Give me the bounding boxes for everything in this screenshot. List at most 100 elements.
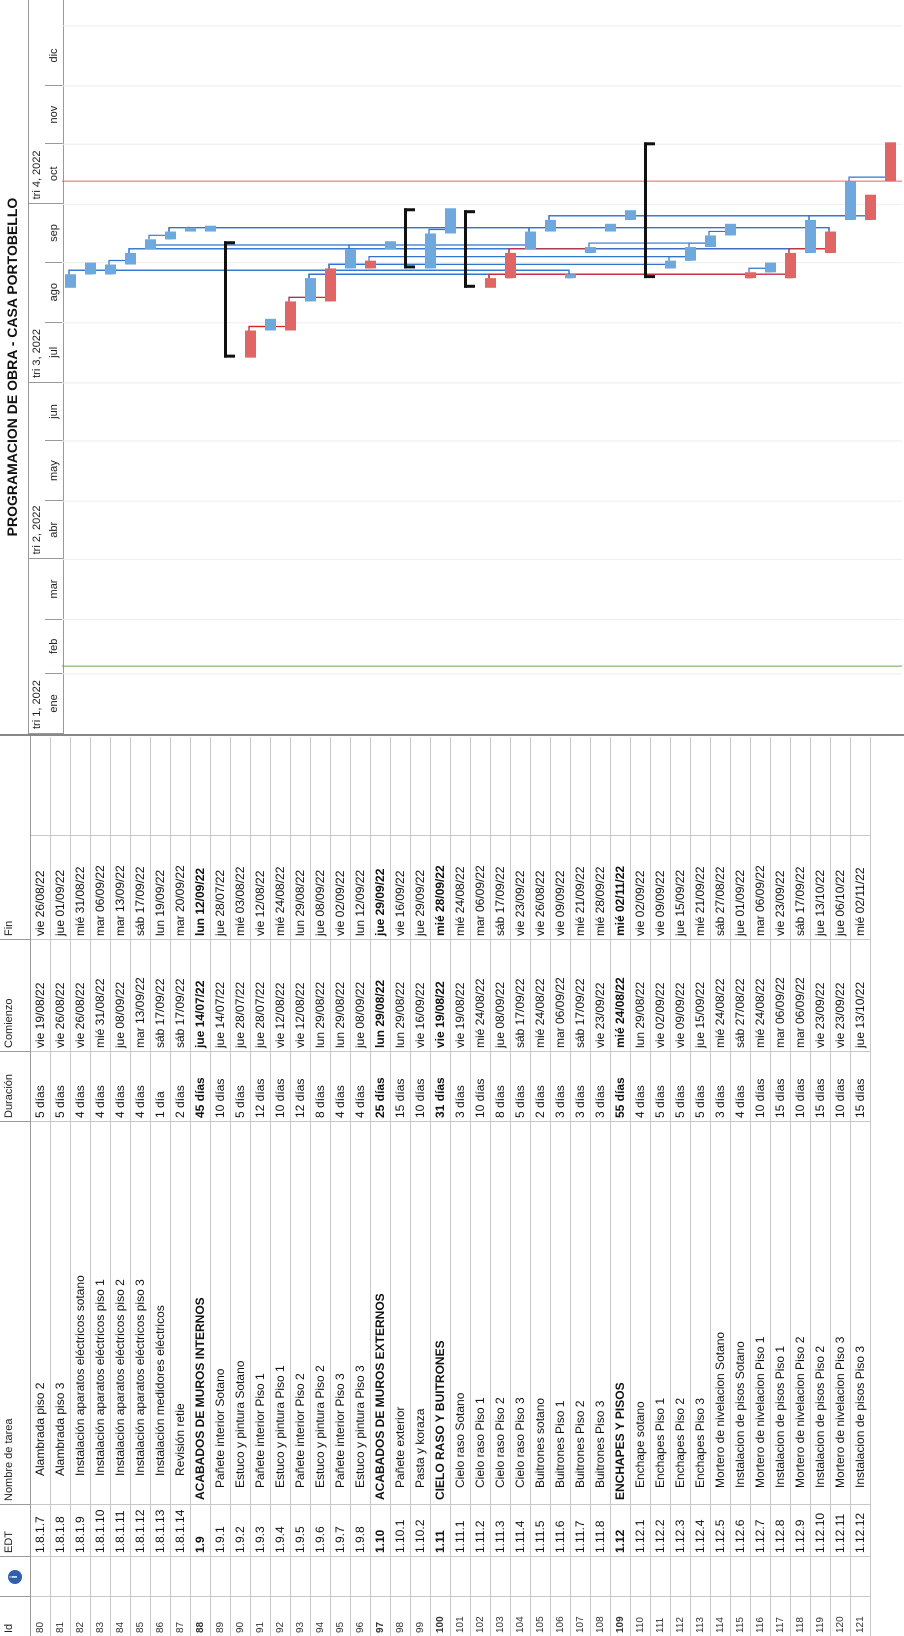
table-row[interactable]: 119 1.12.10 Instalacion de pisos Piso 2 15 … bbox=[811, 737, 831, 1636]
table-row[interactable]: 100 1.11 CIELO RASO Y BUITRONES 31 días vie … bbox=[431, 737, 451, 1636]
critical-task-bar bbox=[325, 268, 336, 302]
cell-end: sáb 17/09/22 bbox=[131, 835, 150, 939]
column-header-edt[interactable]: EDT bbox=[0, 1504, 31, 1556]
summary-bar-end bbox=[224, 241, 235, 245]
cell-end: sáb 17/09/22 bbox=[791, 835, 810, 939]
column-header-end[interactable]: Fin bbox=[0, 735, 31, 939]
table-row[interactable]: 88 1.9 ACABADOS DE MUROS INTERNOS 45 días ju… bbox=[191, 737, 211, 1636]
cell-start: jue 08/09/22 bbox=[111, 939, 130, 1051]
table-row[interactable]: 89 1.9.1 Pañete interior Sotano 10 días jue … bbox=[211, 737, 231, 1636]
table-row[interactable]: 105 1.11.5 Buitrones sotano 2 días mié 24/08… bbox=[531, 737, 551, 1636]
summary-bar bbox=[644, 142, 647, 279]
table-row[interactable]: 98 1.10.1 Pañete exterior 15 días lun 29/08/… bbox=[391, 737, 411, 1636]
cell-id: 121 bbox=[851, 1596, 870, 1636]
table-row[interactable]: 102 1.11.2 Cielo raso Piso 1 10 días mié 24/… bbox=[471, 737, 491, 1636]
task-bar bbox=[585, 247, 596, 253]
cell-name: Instalación aparatos eléctricos piso 2 bbox=[111, 1121, 130, 1504]
cell-name: Pasta y koraza bbox=[411, 1121, 430, 1504]
cell-id: 99 bbox=[411, 1596, 430, 1636]
cell-id: 90 bbox=[231, 1596, 250, 1636]
cell-start: jue 08/09/22 bbox=[491, 939, 510, 1051]
table-row[interactable]: 93 1.9.5 Pañete interior Piso 2 12 días vie … bbox=[291, 737, 311, 1636]
table-row[interactable]: 115 1.12.6 Instalacion de pisos Sotano 4 dí… bbox=[731, 737, 751, 1636]
cell-end: vie 23/09/22 bbox=[511, 835, 530, 939]
cell-name: Mortero de nivelacion Piso 2 bbox=[791, 1121, 810, 1504]
cell-ind bbox=[251, 1556, 270, 1596]
table-row[interactable]: 82 1.8.1.9 Instalación aparatos eléctricos… bbox=[71, 737, 91, 1636]
table-row[interactable]: 118 1.12.9 Mortero de nivelacion Piso 2 10 … bbox=[791, 737, 811, 1636]
cell-edt: 1.11.2 bbox=[471, 1504, 490, 1556]
column-header-start[interactable]: Comienzo bbox=[0, 939, 31, 1051]
task-bar bbox=[345, 248, 356, 269]
table-row[interactable]: 91 1.9.3 Pañete interior Piso 1 12 días jue … bbox=[251, 737, 271, 1636]
table-row[interactable]: 90 1.9.2 Estuco y pintura Sotano 5 días jue … bbox=[231, 737, 251, 1636]
table-row[interactable]: 114 1.12.5 Mortero de nivelacion Sotano 3 d… bbox=[711, 737, 731, 1636]
table-row[interactable]: 87 1.8.1.14 Revisión retie 2 días sáb 17/09/… bbox=[171, 737, 191, 1636]
task-bar bbox=[685, 247, 696, 261]
cell-id: 112 bbox=[671, 1596, 690, 1636]
cell-id: 110 bbox=[631, 1596, 650, 1636]
cell-name: Alambrada piso 2 bbox=[31, 1121, 50, 1504]
table-row[interactable]: 85 1.8.1.12 Instalación aparatos eléctrico… bbox=[131, 737, 151, 1636]
table-row[interactable]: 101 1.11.1 Cielo raso Sotano 3 días vie 19/0… bbox=[451, 737, 471, 1636]
task-bar bbox=[305, 278, 316, 302]
column-header-id[interactable]: Id bbox=[0, 1596, 31, 1636]
cell-end: mié 02/11/22 bbox=[851, 835, 870, 939]
cell-dur: 4 días bbox=[351, 1051, 370, 1121]
table-row[interactable]: 84 1.8.1.11 Instalación aparatos eléctrico… bbox=[111, 737, 131, 1636]
table-row[interactable]: 99 1.10.2 Pasta y koraza 10 días vie 16/09/2… bbox=[411, 737, 431, 1636]
cell-dur: 12 días bbox=[251, 1051, 270, 1121]
timescale-month: may bbox=[45, 441, 63, 502]
table-row[interactable]: 86 1.8.1.13 Instalación medidores eléctric… bbox=[151, 737, 171, 1636]
cell-end: mié 03/08/22 bbox=[231, 835, 250, 939]
table-row[interactable]: 92 1.9.4 Estuco y pintura Piso 1 10 días vie… bbox=[271, 737, 291, 1636]
cell-edt: 1.10.2 bbox=[411, 1504, 430, 1556]
cell-end: mar 06/09/22 bbox=[751, 835, 770, 939]
cell-end: vie 02/09/22 bbox=[331, 835, 350, 939]
critical-task-bar bbox=[285, 301, 296, 331]
cell-ind bbox=[611, 1556, 630, 1596]
summary-bar-start bbox=[404, 265, 415, 269]
table-row[interactable]: 110 1.12.1 Enchape sotano 4 días lun 29/08/2… bbox=[631, 737, 651, 1636]
cell-ind bbox=[71, 1556, 90, 1596]
cell-end: jue 29/09/22 bbox=[371, 835, 390, 939]
cell-edt: 1.9.8 bbox=[351, 1504, 370, 1556]
cell-ind bbox=[211, 1556, 230, 1596]
cell-edt: 1.12.5 bbox=[711, 1504, 730, 1556]
cell-ind bbox=[51, 1556, 70, 1596]
critical-task-bar bbox=[865, 194, 876, 220]
split-bar[interactable] bbox=[0, 734, 904, 736]
table-row[interactable]: 121 1.12.12 Instalacion de pisos Piso 3 15 … bbox=[851, 737, 871, 1636]
table-row[interactable]: 120 1.12.11 Mortero de nivelacion Piso 3 10… bbox=[831, 737, 851, 1636]
column-header-indicators[interactable]: i bbox=[0, 1556, 31, 1596]
cell-dur: 15 días bbox=[811, 1051, 830, 1121]
cell-edt: 1.9.5 bbox=[291, 1504, 310, 1556]
table-row[interactable]: 97 1.10 ACABADOS DE MUROS EXTERNOS 25 días l… bbox=[371, 737, 391, 1636]
cell-dur: 8 días bbox=[311, 1051, 330, 1121]
table-row[interactable]: 83 1.8.1.10 Instalación aparatos eléctrico… bbox=[91, 737, 111, 1636]
table-row[interactable]: 116 1.12.7 Mortero de nivelacion Piso 1 10 … bbox=[751, 737, 771, 1636]
summary-bar-start bbox=[224, 354, 235, 358]
column-header-name[interactable]: Nombre de tarea bbox=[0, 1121, 31, 1504]
column-header-duration[interactable]: Duración bbox=[0, 1051, 31, 1121]
dependency-link bbox=[808, 215, 870, 220]
cell-end: lun 12/09/22 bbox=[191, 835, 210, 939]
cell-ind bbox=[411, 1556, 430, 1596]
table-row[interactable]: 117 1.12.8 Instalacion de pisos Piso 1 15 d… bbox=[771, 737, 791, 1636]
cell-name: Buitrones Piso 3 bbox=[591, 1121, 610, 1504]
cell-start: vie 23/09/22 bbox=[811, 939, 830, 1051]
table-row[interactable]: 109 1.12 ENCHAPES Y PISOS 55 días mié 24/08/… bbox=[611, 737, 631, 1636]
